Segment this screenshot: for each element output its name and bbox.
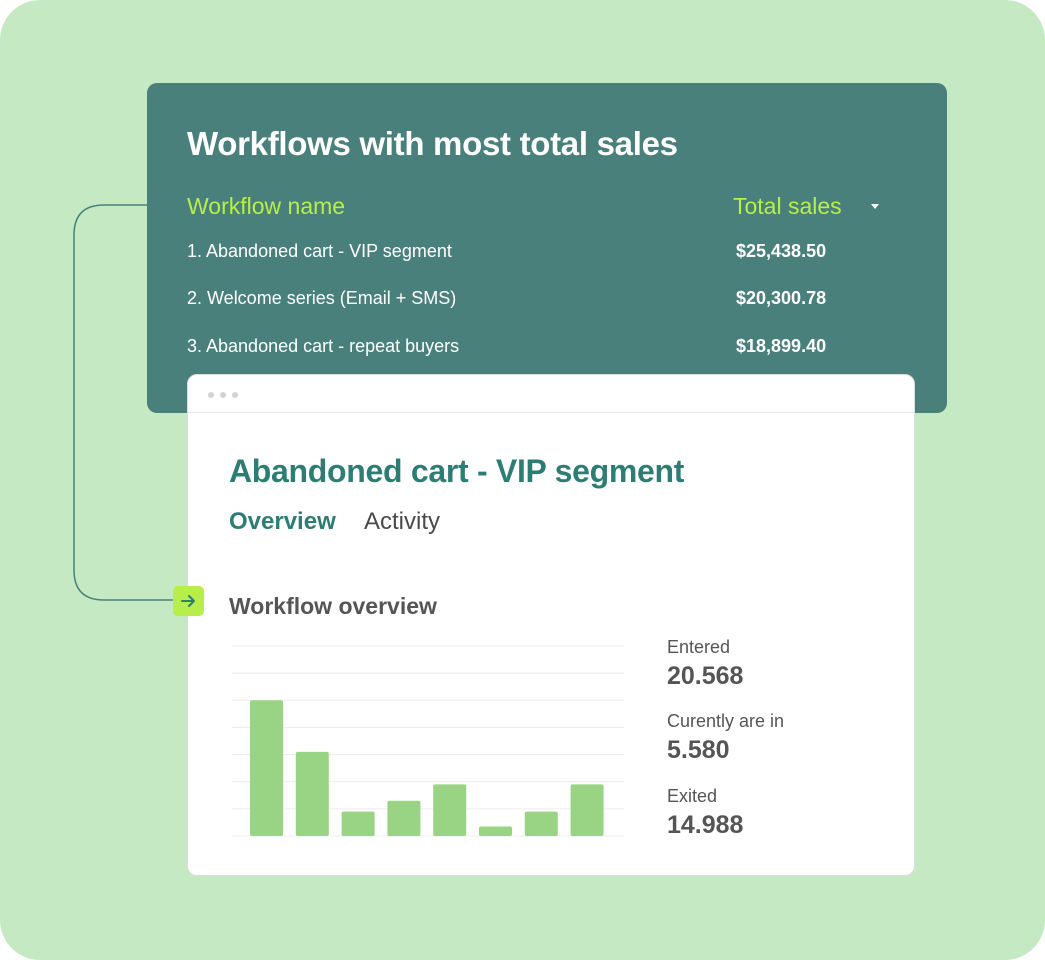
workflow-name-cell: 2. Welcome series (Email + SMS) (187, 288, 457, 308)
window-dot-icon (208, 392, 214, 398)
stat-label-exited: Exited (667, 786, 718, 806)
stat-value-currently-in: 5.580 (667, 736, 730, 764)
workflow-bar-chart (232, 645, 624, 837)
window-dot-icon (232, 392, 238, 398)
total-sales-cell: $20,300.78 (736, 288, 827, 308)
tab-overview[interactable]: Overview (229, 508, 336, 535)
tab-activity[interactable]: Activity (364, 508, 441, 535)
chart-bar (341, 811, 375, 836)
chart-bar (387, 800, 421, 836)
workflow-name-cell: 3. Abandoned cart - repeat buyers (187, 336, 460, 356)
table-row[interactable]: 2. Welcome series (Email + SMS) $20,300.… (187, 288, 887, 314)
arrow-right-icon (181, 595, 195, 607)
workflow-name-cell: 1. Abandoned cart - VIP segment (187, 241, 452, 261)
stat-value-exited: 14.988 (667, 811, 744, 839)
chart-bar (433, 784, 467, 836)
column-header-workflow-name[interactable]: Workflow name (187, 193, 346, 219)
chart-bar (570, 784, 604, 836)
window-title-bar (188, 375, 914, 413)
caret-down-icon[interactable] (871, 204, 879, 209)
top-sales-card: Workflows with most total sales Workflow… (147, 83, 947, 413)
table-row[interactable]: 1. Abandoned cart - VIP segment $25,438.… (187, 241, 887, 267)
chart-bar (524, 811, 558, 836)
section-title-workflow-overview: Workflow overview (229, 593, 437, 619)
table-row[interactable]: 3. Abandoned cart - repeat buyers $18,89… (187, 336, 887, 362)
sales-card-title: Workflows with most total sales (187, 125, 678, 162)
total-sales-cell: $25,438.50 (736, 241, 827, 261)
column-header-total-sales[interactable]: Total sales (733, 193, 842, 219)
window-dot-icon (220, 392, 226, 398)
stat-label-entered: Entered (667, 637, 731, 657)
stat-value-entered: 20.568 (667, 662, 744, 690)
workflow-detail-window: Abandoned cart - VIP segment Overview Ac… (187, 374, 915, 876)
stat-label-currently-in: Curently are in (667, 711, 785, 731)
connector-badge (173, 586, 204, 616)
chart-bar (250, 700, 283, 836)
workflow-title: Abandoned cart - VIP segment (229, 453, 685, 489)
total-sales-cell: $18,899.40 (736, 336, 827, 356)
chart-bar (295, 751, 329, 836)
chart-bar (479, 826, 512, 836)
